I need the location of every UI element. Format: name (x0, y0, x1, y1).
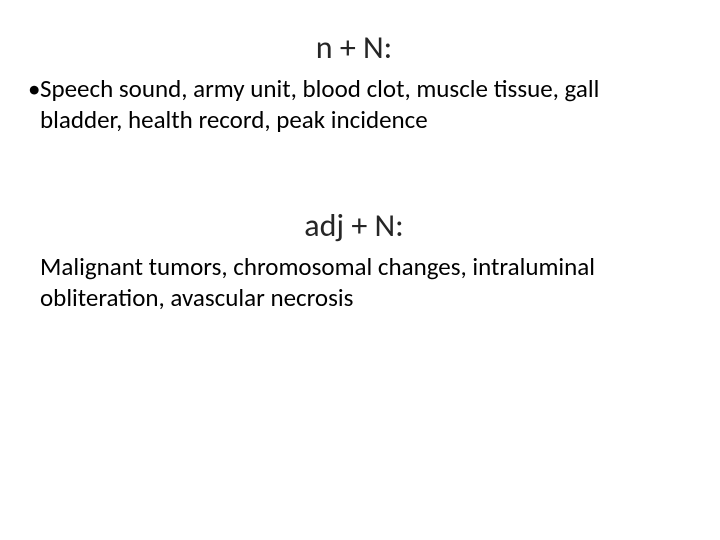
section-body-1: Speech sound, army unit, blood clot, mus… (28, 73, 680, 136)
slide: n + N: Speech sound, army unit, blood cl… (0, 0, 720, 540)
section-heading-2: adj + N: (28, 206, 680, 245)
body-text: Malignant tumors, chromosomal changes, i… (28, 251, 680, 314)
section-heading-1: n + N: (28, 28, 680, 67)
spacer (28, 136, 680, 206)
bullet-list: Speech sound, army unit, blood clot, mus… (28, 73, 680, 136)
section-body-2: Malignant tumors, chromosomal changes, i… (28, 251, 680, 314)
list-item: Speech sound, army unit, blood clot, mus… (28, 73, 680, 136)
